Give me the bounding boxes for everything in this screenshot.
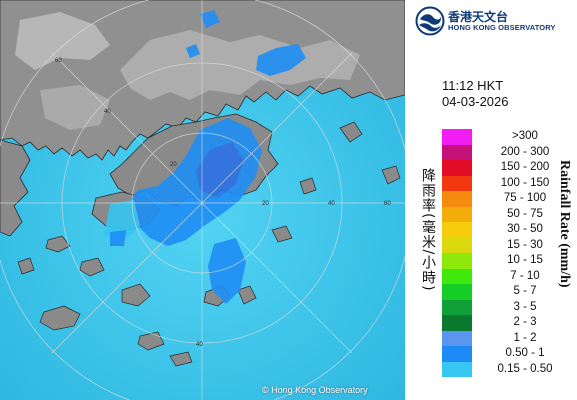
legend-swatch [442, 191, 472, 207]
legend-title-english: Rainfall Rate (mm/h) [557, 160, 572, 288]
legend-row: 15 - 30 [442, 237, 567, 253]
range-ring-label: 60 [55, 58, 62, 64]
legend-row: 1 - 2 [442, 330, 567, 346]
legend-label: 15 - 30 [507, 238, 543, 251]
cloud-patch [40, 85, 110, 130]
range-rings [0, 0, 405, 400]
legend-row: 50 - 75 [442, 206, 567, 222]
legend-row: 7 - 10 [442, 268, 567, 284]
legend-swatch [442, 237, 472, 253]
legend-swatch [442, 222, 472, 238]
legend-label: 0.15 - 0.50 [497, 362, 553, 375]
timestamp-time: 11:12 HKT [442, 78, 504, 93]
legend-row: 100 - 150 [442, 175, 567, 191]
range-ring-label: 20 [262, 201, 269, 207]
range-ring-label: 40 [196, 342, 203, 348]
range-ring-label: 20 [170, 162, 177, 168]
logo-chinese-name: 香港天文台 [448, 10, 509, 24]
legend-label: 3 - 5 [513, 300, 537, 313]
range-ring-label: 40 [328, 201, 335, 207]
legend-swatch [442, 315, 472, 331]
legend-swatch [442, 253, 472, 269]
legend-label: 50 - 75 [507, 207, 543, 220]
rainfall-legend: >300 200 - 300 150 - 200 100 - 150 75 - 100 5… [442, 129, 567, 377]
legend-swatch [442, 129, 472, 145]
legend-swatch [442, 346, 472, 362]
legend-row: >300 [442, 129, 567, 145]
legend-label: 1 - 2 [513, 331, 537, 344]
rain-echoes [104, 10, 306, 304]
legend-label: 7 - 10 [510, 269, 540, 282]
legend-label: 0.50 - 1 [505, 347, 545, 359]
range-ring-label: 60 [384, 201, 391, 207]
outlying-islands [17, 121, 401, 367]
legend-label: >300 [512, 130, 538, 142]
timestamp-date: 04-03-2026 [442, 94, 509, 109]
radar-map: 20 40 60 20 40 60 40 © Hong Kong Observa… [0, 0, 405, 400]
hko-logo[interactable]: 香港天文台 HONG KONG OBSERVATORY [415, 6, 575, 36]
cloud-patch [15, 12, 110, 70]
legend-label: 200 - 300 [500, 145, 550, 158]
hko-emblem-icon [415, 6, 445, 36]
legend-row: 30 - 50 [442, 222, 567, 238]
logo-english-name: HONG KONG OBSERVATORY [448, 23, 556, 32]
legend-swatch [442, 268, 472, 284]
legend-swatch [442, 284, 472, 300]
legend-row: 75 - 100 [442, 191, 567, 207]
western-land [0, 139, 31, 237]
legend-row: 200 - 300 [442, 144, 567, 160]
legend-row: 5 - 7 [442, 284, 567, 300]
legend-title-chinese: 降雨率(毫米/小時) [420, 168, 436, 292]
legend-label: 30 - 50 [507, 223, 543, 235]
legend-label: 100 - 150 [500, 176, 550, 189]
range-ring-label: 40 [104, 109, 111, 115]
legend-label: 5 - 7 [513, 285, 537, 297]
legend-swatch [442, 160, 472, 176]
side-panel: 香港天文台 HONG KONG OBSERVATORY 11:12 HKT 04… [405, 0, 577, 400]
legend-swatch [442, 144, 472, 160]
legend-label: 75 - 100 [503, 192, 547, 204]
legend-row: 2 - 3 [442, 315, 567, 331]
legend-label: 2 - 3 [513, 316, 537, 328]
legend-swatch [442, 330, 472, 346]
legend-swatch [442, 299, 472, 315]
legend-row: 150 - 200 [442, 160, 567, 176]
legend-label: 10 - 15 [507, 254, 543, 266]
legend-row: 10 - 15 [442, 253, 567, 269]
legend-swatch [442, 361, 472, 377]
legend-swatch [442, 175, 472, 191]
cloud-patch [120, 30, 360, 100]
legend-swatch [442, 206, 472, 222]
legend-row: 0.50 - 1 [442, 346, 567, 362]
legend-row: 0.15 - 0.50 [442, 361, 567, 377]
legend-label: 150 - 200 [500, 161, 550, 173]
copyright-text: © Hong Kong Observatory [262, 385, 368, 395]
legend-row: 3 - 5 [442, 299, 567, 315]
